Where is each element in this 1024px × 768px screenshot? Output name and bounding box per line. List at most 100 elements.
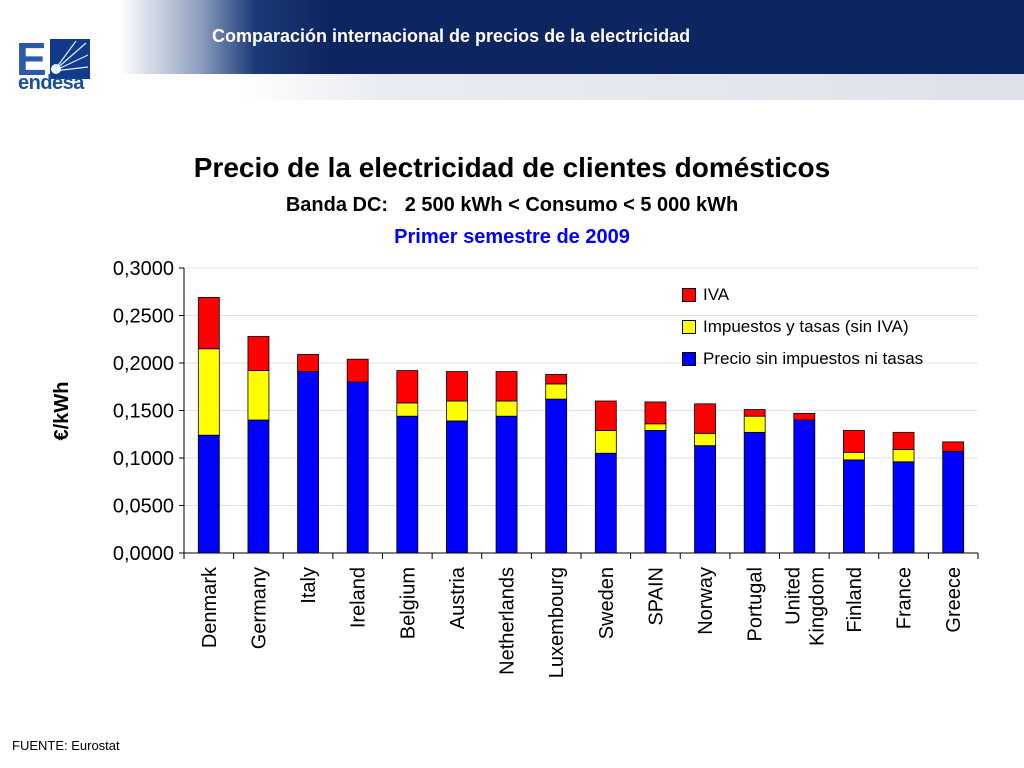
bar-segment (594, 452, 617, 554)
bar-segment (892, 431, 915, 450)
bar-segment (545, 373, 568, 385)
x-tick-label: Denmark (199, 566, 221, 648)
legend-label-impuestos: Impuestos y tasas (sin IVA) (703, 317, 909, 336)
header-strip (0, 74, 1024, 100)
svg-text:Ireland: Ireland (348, 567, 370, 628)
chart-title: Precio de la electricidad de clientes do… (193, 152, 831, 183)
svg-text:Norway: Norway (695, 567, 717, 635)
x-tick-label: United Kingdom (782, 567, 828, 646)
svg-text:Italy: Italy (298, 567, 320, 604)
svg-text:France: France (894, 567, 916, 629)
svg-text:Finland: Finland (844, 567, 866, 633)
bar-segment (495, 371, 518, 402)
bar-segment (247, 370, 270, 421)
bar-segment (793, 412, 816, 421)
bar-segment (197, 297, 220, 350)
bar-segment (297, 354, 319, 372)
bar-segment (346, 358, 369, 383)
x-tick-label: Italy (298, 567, 320, 604)
bar-segment (446, 400, 468, 422)
y-tick-label: 0,2000 (113, 353, 174, 375)
legend-item-precio: Precio sin impuestos ni tasas (682, 348, 923, 380)
x-tick-label: Belgium (397, 567, 419, 639)
bar-segment (594, 400, 617, 431)
bar-segment (495, 415, 518, 554)
y-tick-label: 0,3000 (113, 258, 174, 280)
bar-segment (247, 419, 270, 554)
bar-segment (446, 420, 468, 554)
svg-text:Portugal: Portugal (745, 567, 767, 642)
bar-segment (297, 371, 319, 554)
svg-text:Kingdom: Kingdom (806, 567, 828, 646)
bar-segment (396, 370, 419, 404)
legend-label-iva: IVA (703, 285, 730, 304)
header-bar (0, 0, 1024, 74)
bar-segment (892, 449, 915, 463)
y-tick-label: 0,0000 (113, 543, 174, 565)
bar-segment (743, 431, 766, 554)
y-tick-label: 0,1500 (113, 401, 174, 423)
bar-segment (942, 441, 965, 452)
chart-subtitle: Banda DC: 2 500 kWh < Consumo < 5 000 kW… (285, 194, 739, 216)
chart-legend: IVA Impuestos y tasas (sin IVA) Precio s… (682, 284, 923, 380)
header-title: Comparación internacional de precios de … (212, 26, 691, 46)
axis-layer: 0,0000 0,0500 0,1000 0,1500 0,2000 0,2500 0,30… (113, 258, 979, 678)
bar-segment (644, 401, 667, 425)
bar-segment (942, 450, 965, 554)
bar-segment (545, 398, 568, 554)
svg-text:Germany: Germany (248, 567, 270, 649)
legend-swatch-iva (682, 287, 696, 302)
bar-segment (843, 430, 865, 453)
x-tick-label: Austria (447, 566, 469, 629)
legend-item-impuestos: Impuestos y tasas (sin IVA) (682, 316, 923, 348)
svg-text:Netherlands: Netherlands (497, 567, 519, 675)
bar-segment (694, 432, 716, 447)
logo-letter: E (16, 33, 47, 85)
bar-segment (892, 461, 915, 554)
bar-segment (197, 434, 220, 554)
bar-segment (843, 459, 865, 554)
bar-segment (446, 371, 468, 402)
endesa-logo: E (14, 33, 90, 85)
x-tick-label: Sweden (596, 567, 618, 639)
y-tick-label: 0,1000 (113, 448, 174, 470)
bar-segment (346, 381, 369, 554)
svg-text:Luxembourg: Luxembourg (546, 567, 568, 678)
bar-segment (743, 409, 766, 417)
bar-segment (644, 423, 667, 431)
x-tick-label: Luxembourg (546, 567, 568, 678)
x-tick-label: Norway (695, 567, 717, 635)
svg-text:Denmark: Denmark (199, 566, 221, 648)
chart-subtitle-period: Primer semestre de 2009 (394, 226, 630, 248)
legend-swatch-impuestos (682, 319, 696, 334)
x-tick-label: France (894, 567, 916, 629)
x-tick-label: Finland (844, 567, 866, 633)
bar-segment (396, 415, 419, 554)
bar-segment (197, 348, 220, 436)
legend-item-iva: IVA (682, 284, 923, 316)
svg-text:Sweden: Sweden (596, 567, 618, 639)
bar-segment (545, 383, 568, 400)
bar-segment (743, 415, 766, 433)
legend-swatch-precio (682, 351, 696, 366)
bar-segment (694, 403, 716, 434)
logo-text: endesa (18, 72, 84, 94)
y-tick-label: 0,0500 (113, 496, 174, 518)
x-tick-label: Germany (248, 567, 270, 649)
bar-segment (793, 419, 816, 554)
svg-text:SPAIN: SPAIN (645, 567, 667, 626)
bar-segment (594, 430, 617, 454)
bar-segment (495, 400, 518, 417)
bar-segment (247, 335, 270, 371)
legend-label-precio: Precio sin impuestos ni tasas (703, 349, 924, 368)
x-tick-label: SPAIN (645, 567, 667, 626)
svg-text:Belgium: Belgium (397, 567, 419, 639)
source-note: FUENTE: Eurostat (12, 738, 120, 753)
svg-text:United: United (782, 567, 804, 625)
y-axis-label: €/kWh (51, 382, 73, 441)
y-tick-label: 0,2500 (113, 306, 174, 328)
x-tick-label: Ireland (348, 567, 370, 628)
bar-segment (694, 445, 716, 554)
bar-segment (644, 430, 667, 554)
